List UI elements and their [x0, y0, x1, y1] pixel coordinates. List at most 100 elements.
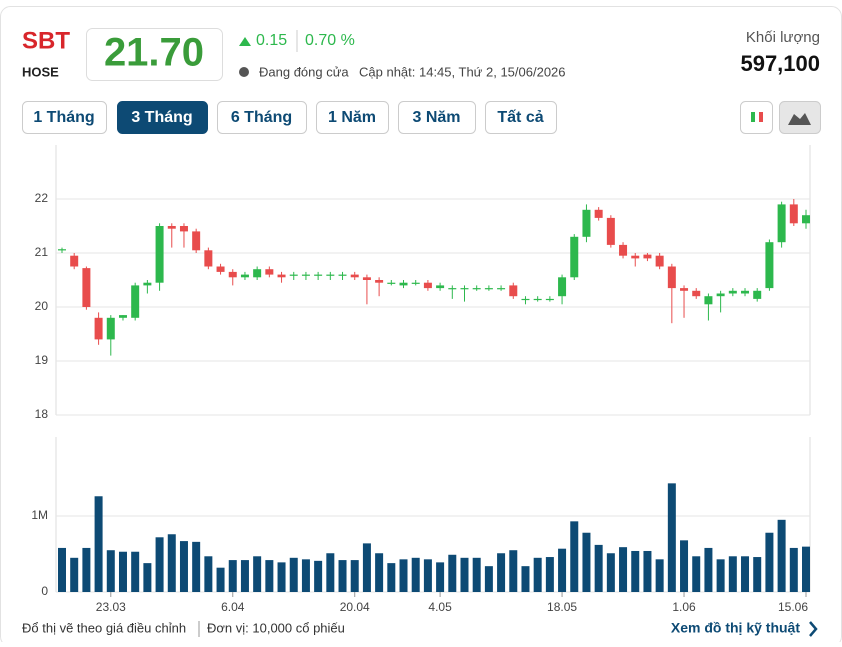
volume-bar: [789, 547, 798, 592]
volume-label: Khối lượng: [746, 29, 820, 46]
candle-body: [582, 209, 591, 237]
range-button-label[interactable]: 1 Tháng: [33, 109, 94, 126]
candle-body: [387, 282, 396, 284]
volume-bar: [277, 562, 286, 592]
candle-body: [521, 298, 530, 301]
x-tick-label: 1.06: [672, 600, 696, 614]
volume-bar: [728, 556, 737, 592]
range-button[interactable]: [22, 101, 107, 134]
candle-body: [265, 269, 274, 275]
candle-body: [509, 285, 518, 297]
candle-body: [789, 204, 798, 224]
range-button[interactable]: [217, 101, 307, 134]
volume-bar: [204, 556, 213, 592]
volume-bar: [631, 550, 640, 592]
candle-body: [765, 242, 774, 289]
volume-bar: [509, 550, 518, 592]
candle-body: [704, 296, 713, 305]
candle-body: [143, 282, 152, 286]
exchange: HOSE: [22, 64, 59, 79]
range-button[interactable]: [485, 101, 557, 134]
candle-body: [423, 282, 432, 289]
range-button-label[interactable]: 3 Tháng: [131, 109, 192, 126]
volume-bar: [314, 560, 323, 592]
y-tick-label: 1M: [31, 508, 48, 522]
candle-body: [58, 249, 66, 251]
link-arrow[interactable]: [809, 621, 818, 637]
price-box: [86, 28, 223, 81]
range-button-label[interactable]: 6 Tháng: [231, 109, 292, 126]
candle-body: [301, 274, 310, 276]
range-button-label[interactable]: Tất cả: [497, 109, 543, 126]
volume-bar: [301, 559, 310, 592]
x-tick-label: 20.04: [340, 600, 370, 614]
volume-bar: [484, 566, 493, 592]
area-icon-button[interactable]: [779, 101, 821, 134]
candle-body: [70, 255, 79, 267]
candle-body: [204, 250, 213, 267]
candle-body: [277, 274, 286, 278]
volume-bar: [619, 547, 628, 592]
volume-bar: [643, 550, 652, 592]
candle-body: [655, 255, 664, 267]
volume-bar: [228, 560, 237, 592]
volume-bar: [777, 519, 786, 592]
candle-body: [106, 317, 115, 340]
candle-body: [606, 217, 615, 245]
candle-body: [131, 285, 140, 318]
change-pct: 0.70 %: [305, 32, 355, 49]
candle-body: [497, 288, 506, 290]
volume-bar: [680, 540, 689, 592]
icon: [788, 113, 811, 125]
volume-bar: [411, 557, 420, 592]
volume-bar: [423, 559, 432, 592]
y-tick-label: 20: [35, 299, 49, 313]
range-button[interactable]: [398, 101, 476, 134]
candle-body: [753, 290, 762, 299]
candle-body: [82, 268, 91, 307]
volume-bar: [655, 559, 664, 592]
footer-note: Đổ thị vẽ theo giá điều chỉnh: [22, 620, 186, 635]
volume-bar: [265, 560, 274, 592]
candle-body: [253, 269, 262, 278]
candle-body: [777, 204, 786, 243]
range-button[interactable]: [316, 101, 389, 134]
technical-link[interactable]: Xem đồ thị kỹ thuật: [671, 620, 800, 636]
volume-bar: [131, 551, 140, 592]
candle-body: [375, 280, 384, 283]
range-button-label[interactable]: 3 Năm: [412, 109, 460, 126]
volume-bar: [82, 547, 91, 592]
volume-bar: [533, 557, 542, 592]
range-button[interactable]: [117, 101, 208, 134]
candle-body: [619, 244, 628, 256]
icon: [751, 112, 755, 122]
range-button-label[interactable]: 1 Năm: [328, 109, 376, 126]
volume-bar: [338, 560, 347, 592]
status: Đang đóng cửa: [259, 64, 349, 79]
price: 21.70: [104, 31, 204, 75]
candle-body: [460, 288, 469, 290]
volume-bar: [436, 562, 445, 592]
change: 0.15: [256, 32, 287, 49]
candle-body: [436, 285, 445, 289]
candle-body: [314, 274, 323, 276]
volume-bar: [167, 534, 176, 592]
candle-body: [155, 226, 164, 283]
updated: Cập nhật: 14:45, Thứ 2, 15/06/2026: [359, 64, 566, 79]
candle-body: [94, 317, 103, 340]
candle-body: [350, 274, 359, 278]
candle-body: [216, 266, 225, 272]
icon: [759, 112, 763, 122]
volume-bar: [143, 563, 152, 592]
candle-body: [484, 288, 493, 290]
candle-icon-button[interactable]: [740, 101, 773, 134]
volume-bar: [460, 557, 469, 592]
volume-bar: [118, 551, 127, 592]
candle-body: [411, 282, 420, 284]
volume-bar: [216, 567, 225, 592]
chart-type-toggle[interactable]: [740, 101, 821, 134]
volume-bar: [692, 556, 701, 592]
volume-bar: [448, 554, 457, 592]
candle-body: [289, 274, 298, 276]
